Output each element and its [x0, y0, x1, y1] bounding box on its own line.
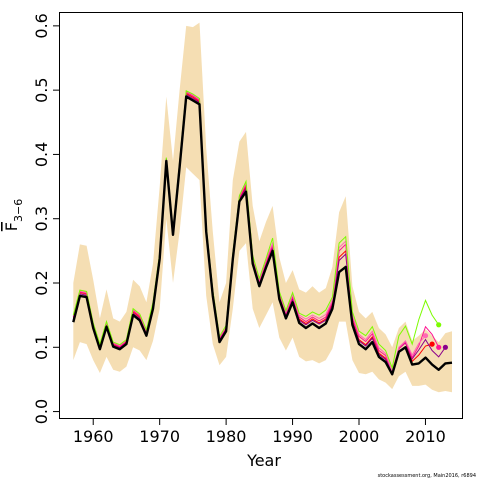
y-tick-label: 0.1	[32, 335, 51, 360]
y-axis-title: F3−6	[2, 199, 25, 231]
x-tick-label: 1980	[206, 427, 247, 446]
x-tick-label: 2010	[405, 427, 446, 446]
x-tick-label: 1960	[73, 427, 114, 446]
x-axis-title: Year	[246, 451, 281, 470]
y-axis: 0.0 0.1 0.2 0.3 0.4 0.5 0.6	[32, 13, 60, 424]
retro-series-line	[72, 91, 440, 374]
svg-text:F3−6: F3−6	[2, 199, 25, 231]
x-tick-label: 1990	[272, 427, 313, 446]
x-tick-label: 2000	[339, 427, 380, 446]
x-axis: 1960 1970 1980 1990 2000 2010	[73, 418, 446, 446]
y-tick-label: 0.4	[32, 142, 51, 167]
plot-content	[72, 22, 453, 393]
retro-endpoint	[436, 344, 442, 350]
y-tick-label: 0.6	[32, 13, 51, 38]
y-tick-label: 0.2	[32, 270, 51, 295]
y-axis-title-main: F	[2, 222, 21, 231]
retro-endpoint	[442, 344, 448, 350]
retro-endpoint	[429, 341, 435, 347]
y-tick-label: 0.0	[32, 399, 51, 424]
main-series-line	[72, 95, 453, 376]
retro-endpoint	[436, 322, 442, 328]
plot-frame	[59, 12, 463, 419]
y-tick-label: 0.3	[32, 206, 51, 231]
x-tick-label: 1970	[139, 427, 180, 446]
retro-endpoint	[422, 333, 429, 339]
retro-series-line	[72, 90, 440, 370]
y-axis-title-subscript: 3−6	[12, 199, 25, 222]
confidence-band	[73, 22, 453, 393]
credit-text: stockassessment.org, Main2016, r6894	[378, 473, 476, 479]
y-tick-label: 0.5	[32, 77, 51, 102]
